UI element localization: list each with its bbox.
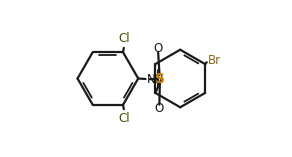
Text: Br: Br bbox=[208, 54, 221, 68]
Text: Cl: Cl bbox=[118, 32, 130, 45]
Text: NH: NH bbox=[147, 73, 164, 86]
Text: O: O bbox=[153, 42, 162, 55]
Text: Cl: Cl bbox=[118, 112, 130, 125]
Text: S: S bbox=[155, 71, 165, 86]
Text: O: O bbox=[154, 102, 164, 115]
